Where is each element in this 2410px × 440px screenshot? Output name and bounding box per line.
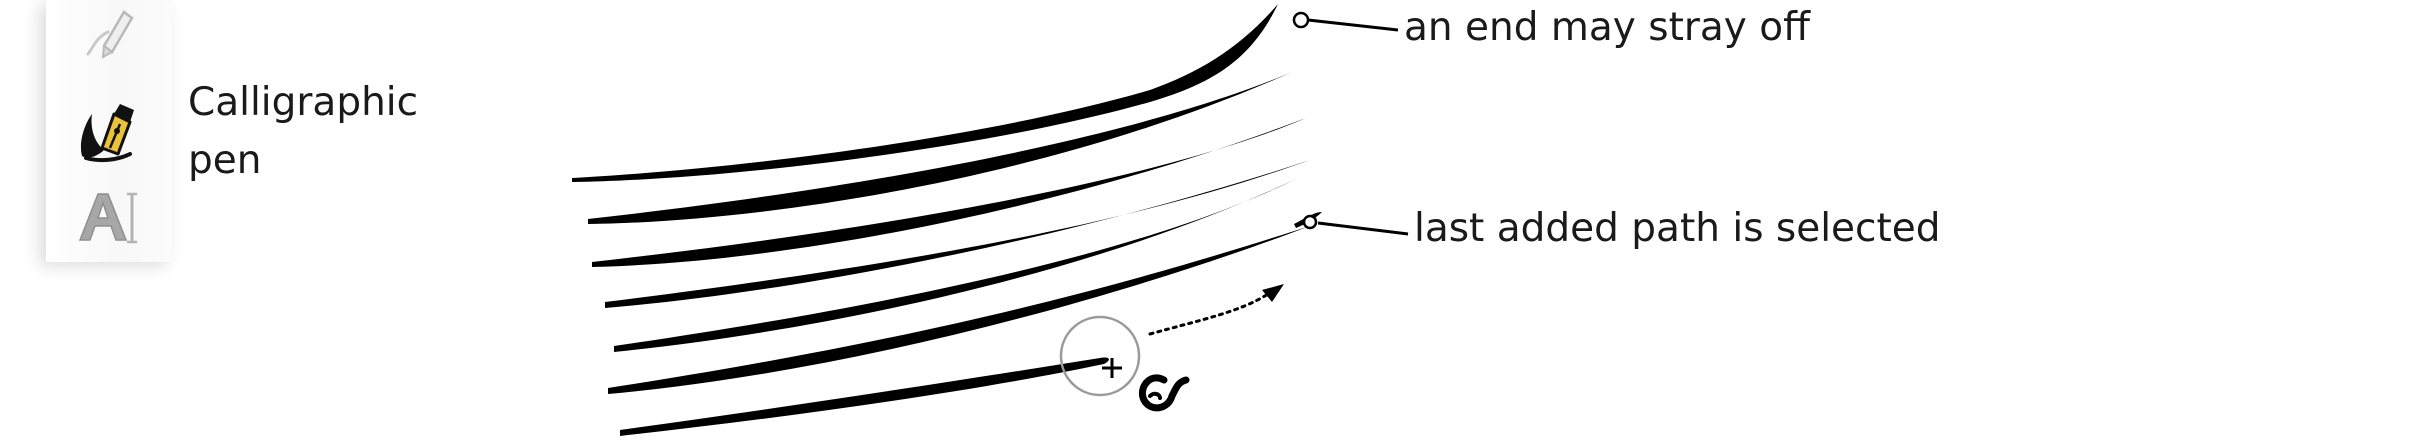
calligraphic-stroke	[620, 357, 1109, 436]
calligraphic-stroke	[572, 4, 1278, 182]
tool-palette	[46, 0, 172, 262]
stray-end-annotation: an end may stray off	[1404, 5, 1810, 50]
selected-callout-leader	[1317, 221, 1409, 236]
active-tool-label: Calligraphic pen	[188, 80, 419, 183]
text-tool-icon	[78, 192, 137, 244]
calligraphy-pen-icon	[80, 104, 134, 163]
selected-path-node	[1302, 214, 1318, 230]
stray-callout-leader	[1307, 18, 1399, 32]
calligraphy-tool-button[interactable]	[74, 100, 140, 166]
pencil-tool-button[interactable]	[74, 2, 140, 68]
crosshair-cursor-icon	[1059, 315, 1141, 397]
dotted-arrow-icon	[1148, 284, 1284, 336]
text-tool-button[interactable]	[74, 186, 140, 252]
pencil-icon	[86, 10, 134, 59]
calligraphic-stroke	[605, 160, 1310, 308]
spiral-cursor-icon	[1139, 374, 1190, 412]
selected-path-annotation: last added path is selected	[1414, 206, 1941, 251]
calligraphic-stroke	[588, 72, 1292, 224]
stray-end-node	[1292, 11, 1310, 29]
calligraphic-stroke	[608, 226, 1310, 394]
